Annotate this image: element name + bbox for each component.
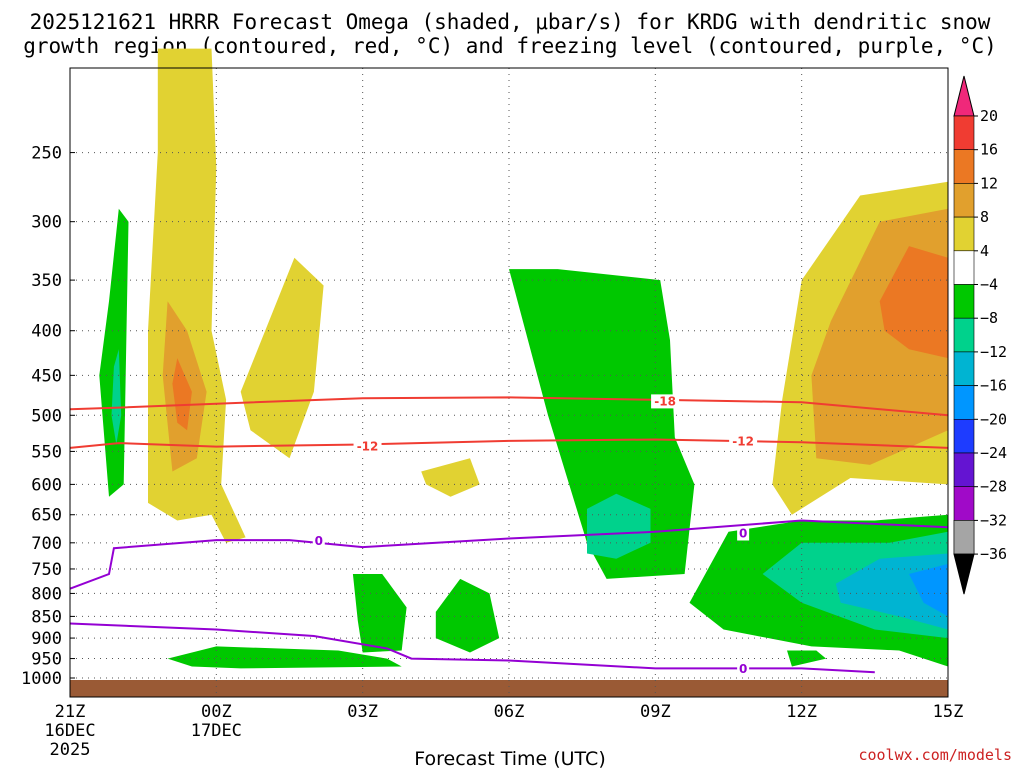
- colorbar: 20 16 12 8 4 −4 −8 −12 −16 −20 −24 −28 −32 −36: [953, 75, 1007, 595]
- colorbar-label: −36: [980, 545, 1007, 563]
- shade-darkblue-bottom-right: [909, 563, 948, 617]
- contour-freezing-level-upper: [69, 519, 949, 590]
- colorbar-label: 12: [980, 174, 998, 192]
- shade-green-left-spike: [99, 208, 129, 497]
- plot-frame: [69, 67, 949, 698]
- contour-label: -18: [654, 394, 676, 408]
- shade-cyan-left-spike: [111, 349, 122, 445]
- colorbar-swatch: [953, 284, 975, 319]
- contour-dgz-minus12: [69, 438, 949, 449]
- contour-label-bg: [737, 526, 750, 541]
- y-tick-label: 400: [31, 322, 62, 342]
- colorbar-swatch: [953, 317, 975, 353]
- y-tick-label: 300: [31, 213, 62, 233]
- colorbar-label: −12: [980, 343, 1007, 361]
- ground-band: [70, 680, 948, 697]
- contour-label: 0: [739, 662, 747, 676]
- y-tick-label: 950: [31, 650, 62, 670]
- colorbar-label: −24: [980, 444, 1007, 462]
- shade-green-small-blob: [787, 650, 827, 667]
- omega-shading: [99, 48, 948, 669]
- x-tick-label: 09Z: [640, 702, 671, 722]
- shade-green-mid-tower: [509, 269, 695, 579]
- contour-label: 0: [315, 534, 323, 548]
- x-tick-year: 2025: [50, 740, 91, 760]
- contour-label-bg: [651, 394, 680, 409]
- contour-label: -12: [732, 435, 754, 449]
- x-tick-label: 12Z: [786, 702, 817, 722]
- chart-title-line1: 2025121621 HRRR Forecast Omega (shaded, …: [30, 10, 991, 34]
- y-tick-label: 350: [31, 271, 62, 291]
- colorbar-swatch: [953, 250, 975, 285]
- colorbar-label: 16: [980, 141, 998, 159]
- shade-green-bottom-left: [167, 646, 402, 669]
- x-tick-label: 06Z: [494, 702, 525, 722]
- y-tick-label: 900: [31, 629, 62, 649]
- y-tick-label: 700: [31, 534, 62, 554]
- y-tick-label: 500: [31, 406, 62, 426]
- shade-red-right: [879, 246, 948, 359]
- colorbar-label: −16: [980, 377, 1007, 395]
- y-tick-label: 450: [31, 366, 62, 386]
- contour-label-bg: [353, 439, 382, 454]
- contour-label: -12: [357, 440, 379, 454]
- y-tick-label: 800: [31, 584, 62, 604]
- credit-text: coolwx.com/models: [858, 746, 1012, 764]
- contour-label-bg: [312, 534, 325, 549]
- y-tick-label: 750: [31, 560, 62, 580]
- temperature-contours: -18 -12 -12 0 0 0: [69, 394, 949, 676]
- x-tick-label: 15Z: [933, 702, 964, 722]
- y-tick-label: 600: [31, 475, 62, 495]
- colorbar-swatch: [953, 216, 975, 252]
- colorbar-swatch: [953, 486, 975, 521]
- colorbar-label: 4: [980, 242, 989, 260]
- colorbar-label: −8: [980, 309, 998, 327]
- y-tick-label: 850: [31, 607, 62, 627]
- x-axis-title: Forecast Time (UTC): [414, 748, 605, 768]
- grid-lines: [69, 68, 949, 697]
- y-axis: 2503003504004505005506006507007508008509…: [21, 144, 75, 689]
- shade-red-core-left: [172, 358, 192, 431]
- colorbar-label: 20: [980, 107, 998, 125]
- colorbar-label: −28: [980, 478, 1007, 496]
- colorbar-swatch: [953, 183, 975, 218]
- x-tick-label: 00Z: [201, 702, 232, 722]
- colorbar-bottom-arrow: [953, 553, 975, 595]
- colorbar-swatch: [953, 452, 975, 488]
- contour-dgz-minus18: [69, 396, 949, 417]
- colorbar-label: −32: [980, 511, 1007, 529]
- colorbar-swatch: [953, 520, 975, 555]
- colorbar-label: 8: [980, 208, 989, 226]
- y-tick-label: 1000: [21, 669, 62, 689]
- y-tick-label: 250: [31, 144, 62, 164]
- shade-yellow-hump: [240, 257, 324, 459]
- x-tick-date: 17DEC: [191, 721, 242, 741]
- x-tick-label: 03Z: [347, 702, 378, 722]
- x-tick-label: 21Z: [55, 702, 86, 722]
- colorbar-swatch: [953, 418, 975, 454]
- colorbar-swatch: [953, 385, 975, 420]
- shade-green-bottom-mid2: [435, 578, 500, 653]
- shade-yellow-blob-mid: [421, 458, 480, 497]
- shade-green-bottom-mid: [352, 574, 407, 653]
- contour-label-bg: [737, 661, 750, 676]
- contour-label-bg: [729, 434, 758, 449]
- y-tick-label: 550: [31, 442, 62, 462]
- contour-label: 0: [739, 526, 747, 540]
- x-tick-date: 16DEC: [44, 721, 95, 741]
- contour-freezing-level-lower: [69, 622, 875, 674]
- colorbar-swatch: [953, 115, 975, 151]
- colorbar-top-arrow: [953, 75, 975, 117]
- y-tick-label: 650: [31, 506, 62, 526]
- shade-yellow-column: [148, 48, 246, 543]
- colorbar-label: −20: [980, 410, 1007, 428]
- colorbar-swatch: [953, 351, 975, 386]
- colorbar-label: −4: [980, 276, 998, 294]
- colorbar-swatch: [953, 149, 975, 184]
